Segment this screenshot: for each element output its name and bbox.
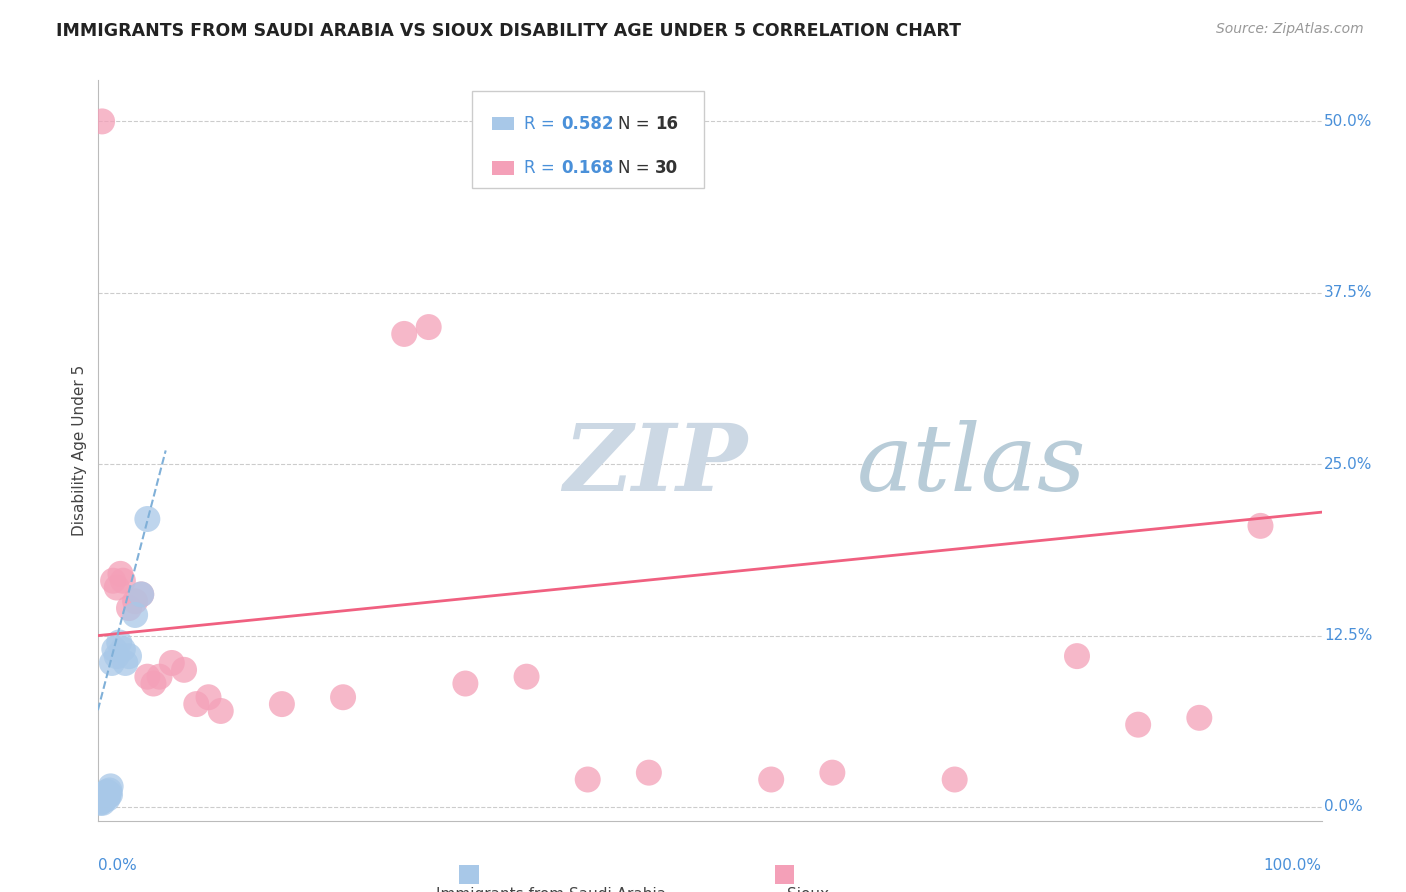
- FancyBboxPatch shape: [492, 161, 515, 175]
- Point: [209, 704, 232, 718]
- Point: [124, 607, 146, 622]
- Text: 50.0%: 50.0%: [1324, 114, 1372, 129]
- Point: [91, 789, 114, 803]
- Text: N =: N =: [619, 159, 655, 177]
- Text: 0.0%: 0.0%: [98, 858, 138, 872]
- Point: [90, 794, 112, 808]
- Point: [118, 649, 141, 664]
- Text: 37.5%: 37.5%: [1324, 285, 1372, 301]
- Point: [516, 670, 538, 684]
- Point: [270, 697, 294, 711]
- Point: [103, 642, 125, 657]
- Point: [96, 788, 118, 802]
- Point: [332, 690, 354, 705]
- Point: [136, 670, 159, 684]
- Point: [98, 783, 121, 797]
- Point: [96, 785, 118, 799]
- Point: [1128, 717, 1150, 731]
- Point: [1066, 649, 1088, 664]
- Text: R =: R =: [524, 114, 560, 133]
- Point: [454, 676, 477, 690]
- Text: 12.5%: 12.5%: [1324, 628, 1372, 643]
- Point: [761, 772, 783, 787]
- Text: 0.0%: 0.0%: [1324, 799, 1362, 814]
- Point: [129, 587, 152, 601]
- Text: 0.168: 0.168: [561, 159, 613, 177]
- Text: Immigrants from Saudi Arabia: Immigrants from Saudi Arabia: [436, 888, 666, 892]
- Point: [111, 642, 134, 657]
- Text: 16: 16: [655, 114, 678, 133]
- Point: [91, 791, 114, 805]
- Point: [94, 786, 117, 800]
- Point: [821, 765, 844, 780]
- Point: [89, 796, 111, 810]
- Text: Source: ZipAtlas.com: Source: ZipAtlas.com: [1216, 22, 1364, 37]
- Text: 100.0%: 100.0%: [1264, 858, 1322, 872]
- Text: N =: N =: [619, 114, 655, 133]
- Point: [124, 594, 146, 608]
- Point: [418, 320, 440, 334]
- Y-axis label: Disability Age Under 5: Disability Age Under 5: [72, 365, 87, 536]
- Point: [1250, 519, 1272, 533]
- Point: [108, 635, 131, 649]
- Point: [97, 789, 120, 803]
- Text: IMMIGRANTS FROM SAUDI ARABIA VS SIOUX DISABILITY AGE UNDER 5 CORRELATION CHART: IMMIGRANTS FROM SAUDI ARABIA VS SIOUX DI…: [56, 22, 962, 40]
- Point: [94, 790, 117, 805]
- Point: [93, 793, 115, 807]
- Point: [173, 663, 195, 677]
- Point: [118, 601, 141, 615]
- Text: 25.0%: 25.0%: [1324, 457, 1372, 472]
- Point: [93, 791, 115, 805]
- Text: 30: 30: [655, 159, 678, 177]
- Point: [100, 780, 122, 794]
- Point: [97, 791, 120, 805]
- Point: [97, 786, 120, 800]
- Point: [101, 574, 124, 588]
- Text: atlas: atlas: [856, 420, 1087, 510]
- Point: [149, 670, 172, 684]
- Point: [637, 765, 661, 780]
- Point: [142, 676, 165, 690]
- Point: [114, 656, 136, 670]
- Point: [129, 587, 152, 601]
- Point: [576, 772, 599, 787]
- Point: [111, 574, 134, 588]
- Point: [136, 512, 159, 526]
- Point: [160, 656, 183, 670]
- Point: [98, 788, 121, 802]
- Point: [110, 566, 132, 581]
- Point: [197, 690, 219, 705]
- Point: [1188, 711, 1211, 725]
- FancyBboxPatch shape: [471, 91, 704, 187]
- Text: R =: R =: [524, 159, 560, 177]
- Point: [90, 793, 112, 807]
- FancyBboxPatch shape: [460, 865, 479, 884]
- Point: [186, 697, 208, 711]
- Point: [105, 649, 128, 664]
- Point: [943, 772, 966, 787]
- Text: ZIP: ZIP: [564, 420, 748, 510]
- Point: [392, 326, 416, 341]
- Point: [101, 656, 124, 670]
- Text: 0.582: 0.582: [561, 114, 613, 133]
- Point: [91, 114, 114, 128]
- Text: Sioux: Sioux: [787, 888, 830, 892]
- FancyBboxPatch shape: [492, 117, 515, 130]
- Point: [105, 581, 128, 595]
- Point: [91, 796, 114, 810]
- FancyBboxPatch shape: [775, 865, 794, 884]
